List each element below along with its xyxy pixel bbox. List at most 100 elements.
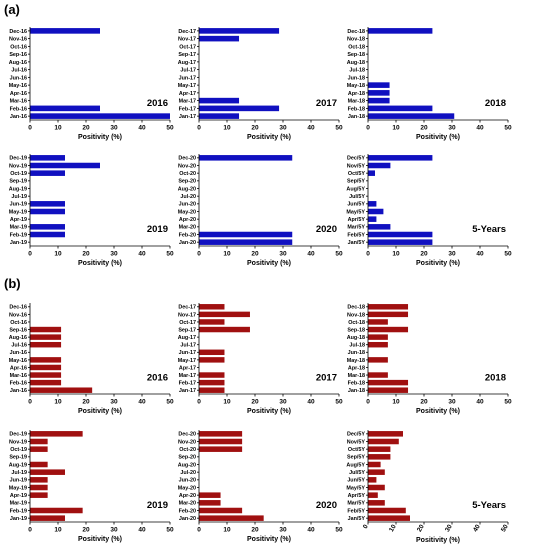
bar-Jan-18 — [368, 113, 455, 119]
x-axis-label: Positivity (%) — [247, 134, 291, 141]
y-tick-label: Nov-19 — [9, 163, 27, 169]
bar-Nov/5Y — [368, 438, 399, 445]
bar-Oct/5Y — [368, 170, 375, 176]
bar-Aug-19 — [30, 461, 48, 468]
chart-year-label: 2018 — [485, 98, 506, 109]
x-tick-label: 10 — [54, 251, 62, 258]
bar-Oct-18 — [368, 319, 388, 325]
y-tick-label: Nov-20 — [178, 439, 196, 445]
x-tick-label: 10 — [54, 125, 62, 132]
y-tick-label: May-19 — [9, 485, 27, 491]
y-tick-label: Sep/5Y — [347, 455, 365, 461]
bar-Mar/5Y — [368, 500, 385, 506]
bar-Jan-17 — [199, 113, 240, 119]
y-tick-label: Feb-17 — [179, 106, 196, 112]
x-tick-label: 40 — [476, 125, 484, 132]
y-tick-label: Apr-19 — [10, 217, 27, 223]
y-tick-label: Jan/5Y — [348, 516, 366, 522]
y-tick-label: Mar-18 — [348, 373, 365, 379]
y-tick-label: Feb-16 — [10, 381, 27, 387]
y-tick-label: Jul-17 — [180, 68, 196, 74]
bar-Mar/5Y — [368, 224, 391, 230]
y-tick-label: Aug-20 — [178, 462, 196, 468]
x-tick-label: 10 — [392, 399, 400, 406]
bar-Feb/5Y — [368, 231, 433, 238]
y-tick-label: Oct-20 — [179, 171, 196, 177]
y-tick-label: Jun-20 — [179, 478, 196, 484]
bar-Oct-20 — [199, 446, 243, 452]
y-tick-label: Apr-19 — [10, 493, 27, 499]
y-tick-label: Aug/5Y — [346, 462, 365, 468]
y-tick-label: Sep-20 — [178, 179, 196, 185]
y-tick-label: Jan-18 — [348, 388, 365, 394]
chart-year-label: 2017 — [316, 372, 337, 383]
bar-Jan-16 — [30, 113, 170, 119]
x-tick-label: 40 — [472, 523, 482, 533]
y-tick-label: Sep-19 — [9, 455, 27, 461]
x-tick-label: 10 — [392, 251, 400, 258]
x-tick-label: 30 — [110, 251, 118, 258]
bar-Jun-19 — [30, 201, 65, 207]
bar-Jul-16 — [30, 341, 62, 348]
y-tick-label: Mar-16 — [10, 99, 27, 105]
y-tick-label: Jan-20 — [179, 240, 196, 246]
x-tick-label: 0 — [366, 399, 370, 406]
y-tick-label: Feb/5Y — [347, 508, 365, 514]
y-tick-label: Apr-16 — [10, 91, 27, 97]
y-tick-label: Jul-19 — [11, 194, 27, 200]
x-tick-label: 50 — [166, 399, 174, 406]
y-tick-label: Mar-20 — [179, 225, 196, 231]
x-tick-label: 20 — [420, 399, 428, 406]
bar-Apr-16 — [30, 364, 62, 371]
x-tick-label: 40 — [307, 251, 315, 258]
bar-Dec-18 — [368, 28, 433, 34]
bar-Jan-19 — [30, 515, 65, 521]
x-tick-label: 30 — [110, 125, 118, 132]
y-tick-label: Sep-16 — [9, 52, 27, 58]
y-tick-label: Apr/5Y — [348, 217, 366, 223]
y-tick-label: Sep-19 — [9, 179, 27, 185]
y-tick-label: Dec-16 — [9, 29, 27, 35]
x-tick-label: 30 — [110, 527, 118, 534]
y-tick-label: Dec-18 — [347, 29, 365, 35]
y-tick-label: Nov-16 — [9, 312, 27, 318]
y-tick-label: Aug/5Y — [346, 186, 365, 192]
x-tick-label: 10 — [388, 523, 398, 533]
y-tick-label: May-18 — [347, 358, 365, 364]
bar-Oct-17 — [199, 319, 225, 325]
x-tick-label: 20 — [251, 527, 259, 534]
y-tick-label: Mar/5Y — [347, 225, 365, 231]
x-tick-label: 50 — [335, 399, 343, 406]
y-tick-label: Aug-17 — [178, 60, 196, 66]
bar-Dec-17 — [199, 304, 225, 310]
bar-Sep-16 — [30, 326, 62, 333]
y-tick-label: Dec-18 — [347, 305, 365, 311]
y-tick-label: Jun/5Y — [347, 202, 365, 208]
x-tick-label: 50 — [504, 125, 512, 132]
bar-Apr-20 — [199, 492, 221, 498]
bar-Dec/5Y — [368, 431, 403, 437]
bar-Dec-19 — [30, 155, 65, 161]
chart-year-label: 2017 — [316, 98, 337, 109]
y-tick-label: Oct/5Y — [348, 171, 365, 177]
y-tick-label: Jun-18 — [348, 350, 365, 356]
y-tick-label: Feb-19 — [10, 232, 27, 238]
bar-Mar-18 — [368, 372, 388, 378]
bar-Nov-17 — [199, 311, 250, 318]
section-1: (b)Dec-16Nov-16Oct-16Sep-16Aug-16Jul-16J… — [4, 276, 512, 544]
y-tick-label: Oct-16 — [10, 44, 27, 50]
y-tick-label: Aug-19 — [9, 462, 27, 468]
x-tick-label: 50 — [335, 527, 343, 534]
y-tick-label: Oct-17 — [179, 44, 196, 50]
x-tick-label: 40 — [138, 251, 146, 258]
x-tick-label: 40 — [307, 399, 315, 406]
x-axis-label: Positivity (%) — [247, 536, 291, 543]
bar-Apr/5Y — [368, 492, 378, 498]
bar-Nov/5Y — [368, 162, 391, 169]
y-tick-label: Dec/5Y — [347, 432, 365, 438]
y-tick-label: Jul-17 — [180, 343, 196, 349]
y-tick-label: Jun-16 — [10, 350, 27, 356]
